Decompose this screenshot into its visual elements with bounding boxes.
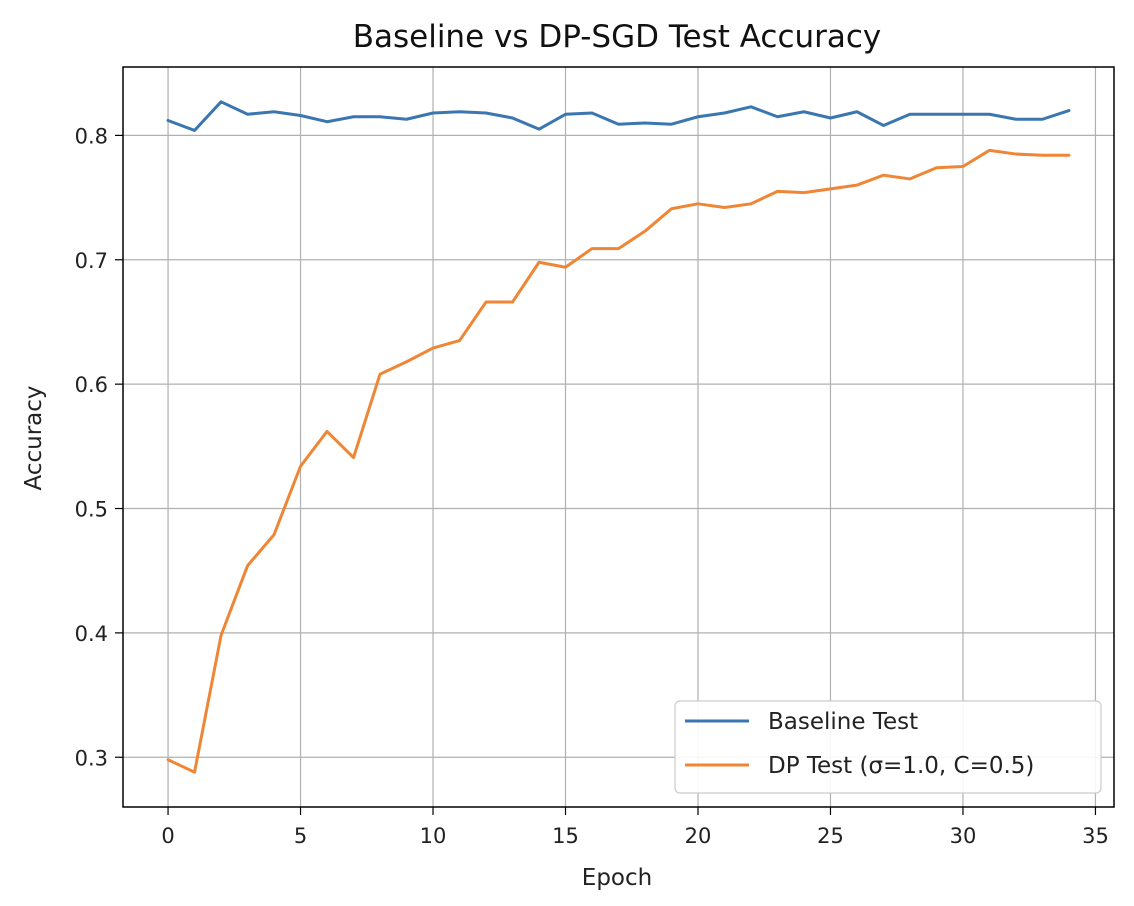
x-tick-label: 30 xyxy=(950,824,977,848)
x-tick-label: 0 xyxy=(161,824,174,848)
legend: Baseline Test DP Test (σ=1.0, C=0.5) xyxy=(674,700,1102,794)
y-tick-label: 0.6 xyxy=(75,373,108,397)
y-tick-label: 0.8 xyxy=(75,124,108,148)
y-tick-label: 0.4 xyxy=(75,622,108,646)
x-tick-label: 10 xyxy=(420,824,447,848)
chart-title: Baseline vs DP-SGD Test Accuracy xyxy=(353,19,882,55)
y-tick-label: 0.5 xyxy=(75,498,108,522)
x-tick-label: 15 xyxy=(552,824,579,848)
series-group xyxy=(166,100,1071,774)
x-tick-label: 5 xyxy=(294,824,307,848)
grid xyxy=(123,67,1114,807)
legend-label-baseline: Baseline Test xyxy=(768,709,918,735)
y-tick-label: 0.7 xyxy=(75,249,108,273)
legend-box xyxy=(674,700,1102,794)
legend-label-dp: DP Test (σ=1.0, C=0.5) xyxy=(768,753,1034,779)
plot-frame xyxy=(122,66,1115,808)
ticks: 0 5 10 15 20 25 30 35 0.3 0.4 0.5 0.6 0.7 0.8 xyxy=(75,124,1109,848)
series-line-dp xyxy=(166,148,1071,774)
x-tick-label: 25 xyxy=(817,824,844,848)
x-axis-label: Epoch xyxy=(582,865,652,891)
x-tick-label: 35 xyxy=(1082,824,1109,848)
series-line-baseline xyxy=(166,100,1071,132)
x-tick-label: 20 xyxy=(685,824,712,848)
y-tick-label: 0.3 xyxy=(75,746,108,770)
y-axis-label: Accuracy xyxy=(21,385,47,490)
